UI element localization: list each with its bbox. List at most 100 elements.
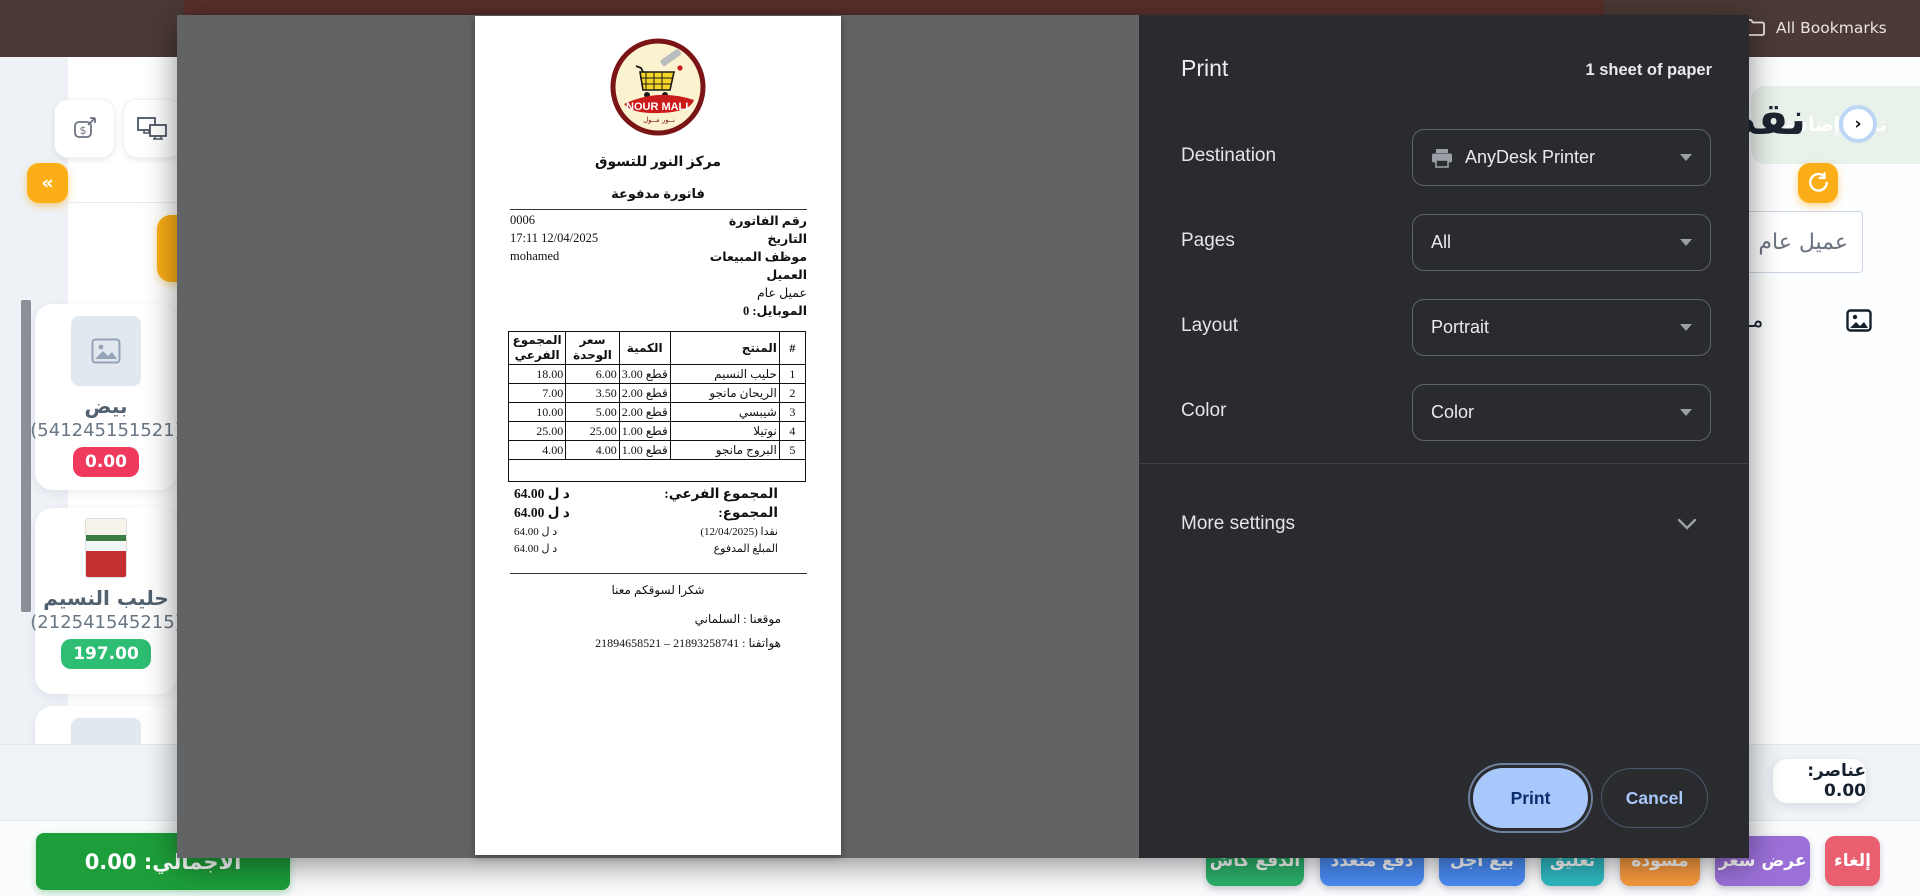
panel-divider [68, 202, 177, 203]
destination-select[interactable]: AnyDesk Printer [1412, 129, 1711, 186]
print-preview-pane: NOUR MALL نــور مــول مركز النور للتسوق … [177, 15, 1139, 858]
row-product: شيبسي [669, 402, 780, 422]
paid-amount-value: 64.00 د ل [514, 543, 558, 555]
cash-transfer-button[interactable]: $ [54, 99, 115, 158]
total-label: المجموع: [718, 505, 778, 520]
product-image-placeholder [71, 718, 141, 744]
layout-value: Portrait [1431, 317, 1490, 337]
all-bookmarks-button[interactable]: All Bookmarks [1742, 18, 1887, 37]
receipt-table-row: 5 البروج مانجو 1.00 قطع 4.00 4.00 [507, 440, 807, 460]
store-logo: NOUR MALL نــور مــول [610, 38, 706, 141]
row-subtotal: 10.00 [507, 402, 567, 422]
sheet-count: 1 sheet of paper [1585, 61, 1712, 79]
layout-label: Layout [1181, 315, 1239, 336]
row-qty: 2.00 قطع [618, 383, 671, 403]
row-index: 4 [778, 421, 807, 441]
row-index: 1 [778, 364, 807, 384]
more-settings-label: More settings [1181, 513, 1296, 534]
row-qty: 2.00 قطع [618, 402, 671, 422]
receipt-divider [510, 573, 807, 574]
dropdown-caret-icon [1680, 409, 1692, 416]
product-list-scrollbar[interactable] [21, 300, 31, 612]
printer-icon [1432, 148, 1452, 168]
pages-label: Pages [1181, 230, 1235, 251]
receipt-meta-row: mohamed موظف المبيعات [510, 249, 807, 267]
dropdown-caret-icon [1680, 324, 1692, 331]
receipt-table-empty-row [508, 459, 806, 482]
dual-screen-button[interactable] [123, 99, 182, 158]
product-card[interactable]: حليب النسيم (212541545215) 197.00 [30, 508, 182, 694]
print-dialog-title: Print [1181, 55, 1229, 81]
row-product: الريحان مانجو [669, 383, 780, 403]
refresh-button[interactable] [1798, 163, 1838, 203]
logo-subtext: نــور مــول [643, 116, 675, 124]
chevron-down-icon [1677, 518, 1697, 530]
subtotal-label: المجموع الفرعي: [664, 486, 778, 501]
receipt-store-name: مركز النور للتسوق [594, 155, 722, 170]
image-icon [1846, 309, 1872, 337]
partial-text-fragment: مـ [1746, 308, 1764, 332]
product-card[interactable]: بيض (541245151521) 0.00 [30, 304, 182, 490]
receipt-meta-row: 17:11 12/04/2025 التاريخ [510, 231, 807, 249]
print-button[interactable]: Print [1473, 768, 1588, 828]
row-qty: 3.00 قطع [618, 364, 671, 384]
product-name: حليب النسيم [43, 586, 169, 610]
receipt-title: فاتورة مدفوعة [611, 186, 705, 201]
row-subtotal: 18.00 [507, 364, 567, 384]
receipt-table-row: 2 الريحان مانجو 2.00 قطع 3.50 7.00 [507, 383, 807, 403]
row-subtotal: 7.00 [507, 383, 567, 403]
dollar-transfer-icon: $ [73, 116, 96, 138]
destination-label: Destination [1181, 145, 1277, 166]
more-settings-toggle[interactable]: More settings [1139, 501, 1749, 549]
row-qty: 1.00 قطع [618, 421, 671, 441]
milk-product-image [85, 518, 127, 578]
sidebar-collapse-button[interactable]: « [27, 163, 68, 203]
sales-employee-label: موظف المبيعات [709, 250, 807, 264]
product-barcode: (541245151521) [30, 420, 182, 441]
pages-select[interactable]: All [1412, 214, 1711, 271]
print-dialog-window: NOUR MALL نــور مــول مركز النور للتسوق … [177, 15, 1749, 858]
product-image-placeholder [71, 316, 141, 386]
color-value: Color [1431, 402, 1475, 422]
product-price-badge: 197.00 [61, 639, 151, 669]
all-bookmarks-label: All Bookmarks [1776, 18, 1887, 37]
cash-payment-row: 64.00 د ل نقدا (12/04/2025) [514, 525, 778, 538]
print-settings-panel: Print 1 sheet of paper Destination AnyDe… [1139, 15, 1749, 858]
receipt-meta-row: 0006 رقم الفاتورة [510, 213, 807, 231]
chevron-right-icon: › [1854, 114, 1862, 134]
color-select[interactable]: Color [1412, 384, 1711, 441]
thanks-message: شكرا لسوقكم معنا [611, 583, 705, 597]
cancel-button[interactable]: Cancel [1601, 768, 1708, 828]
expand-chevron-button[interactable]: › [1839, 105, 1877, 143]
panel-divider [1139, 463, 1749, 464]
mobile-label: الموبايل: 0 [743, 304, 807, 318]
receipt-meta-row: الموبايل: 0 [510, 303, 807, 321]
row-unit-price: 6.00 [565, 364, 620, 384]
receipt-table-row: 1 حليب النسيم 3.00 قطع 6.00 18.00 [507, 364, 807, 384]
subtotal-value: 64.00 د ل [514, 486, 570, 501]
sales-employee-value: mohamed [510, 249, 560, 263]
row-index: 5 [778, 440, 807, 460]
items-count-badge: عناصر: 0.00 [1773, 759, 1866, 803]
customer-name: عميل عام [756, 286, 807, 300]
dropdown-caret-icon [1680, 154, 1692, 161]
subtotal-row: 64.00 د ل المجموع الفرعي: [514, 486, 778, 502]
pos-action-button[interactable]: إلغاء [1825, 836, 1880, 886]
layout-select[interactable]: Portrait [1412, 299, 1711, 356]
product-card-partial[interactable] [35, 706, 177, 744]
row-index: 3 [778, 402, 807, 422]
image-icon [91, 338, 121, 364]
svg-text:$: $ [79, 124, 86, 137]
receipt-table-row: 3 شيبسي 2.00 قطع 5.00 10.00 [507, 402, 807, 422]
chevrons-left-icon: « [41, 172, 54, 194]
invoice-date-value: 17:11 12/04/2025 [510, 231, 599, 245]
invoice-date-label: التاريخ [767, 232, 807, 246]
row-product: البروج مانجو [669, 440, 780, 460]
total-value: 64.00 د ل [514, 505, 570, 520]
store-phones: هواتفنا : 21893258741 – 21894658521 [595, 636, 781, 650]
row-product: نوتيلا [669, 421, 780, 441]
invoice-number-value: 0006 [510, 213, 535, 227]
row-unit-price: 25.00 [565, 421, 620, 441]
row-unit-price: 4.00 [565, 440, 620, 460]
